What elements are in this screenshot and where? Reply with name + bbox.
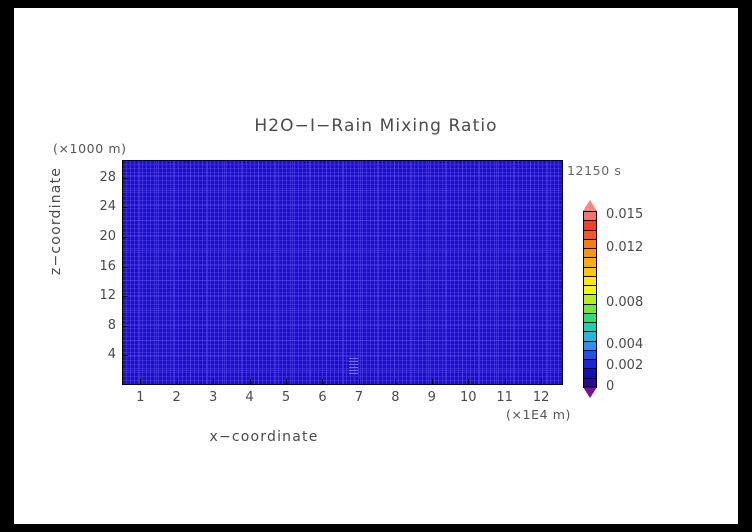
x-axis-tick [140, 379, 142, 385]
x-axis-tick [213, 379, 215, 385]
x-tick-label: 8 [391, 390, 400, 405]
x-tick-label: 9 [427, 390, 436, 405]
x-tick-label: 2 [172, 390, 181, 405]
colorbar-segment [583, 229, 597, 240]
y-tick-label: 12 [99, 288, 116, 304]
x-axis-tick [468, 379, 470, 385]
colorbar-segment [583, 266, 597, 277]
heatmap-plot-area[interactable] [122, 160, 563, 385]
colorbar-segment [583, 211, 597, 221]
colorbar-segment [583, 331, 597, 342]
y-tick-label: 16 [99, 258, 116, 274]
colorbar-tick-label: 0.004 [606, 337, 644, 352]
colorbar-segment [583, 294, 597, 305]
colorbar-tick-label: 0.002 [606, 358, 644, 373]
x-tick-label: 6 [318, 390, 327, 405]
colorbar-segment [583, 377, 597, 388]
colorbar-divider [583, 211, 597, 212]
y-axis-tick [122, 325, 128, 327]
x-axis-tick [358, 379, 360, 385]
y-axis-tick [122, 266, 128, 268]
timestamp-label: 12150 s [567, 163, 622, 178]
x-tick-label: 5 [281, 390, 291, 405]
x-axis-tick [395, 379, 397, 385]
colorbar-divider [583, 220, 597, 222]
x-tick-label: 4 [245, 390, 254, 405]
x-axis-tick [322, 379, 324, 385]
x-tick-label: 10 [459, 390, 477, 405]
colorbar-segment [583, 285, 597, 295]
colorbar-divider [583, 368, 597, 370]
x-tick-label: 1 [136, 390, 145, 405]
colorbar-tick-label: 0 [606, 379, 615, 394]
y-axis-title: z−coordinate [48, 166, 64, 276]
x-axis-tick [286, 379, 287, 385]
colorbar-divider [583, 266, 597, 268]
y-tick-label: 28 [99, 169, 116, 185]
x-axis-tick [249, 379, 251, 385]
colorbar-segment [583, 312, 597, 323]
colorbar-tick-label: 0.012 [606, 240, 644, 255]
colorbar-divider [583, 359, 597, 361]
colorbar-divider [583, 275, 597, 277]
colorbar-tick-label: 0.008 [606, 295, 644, 310]
colorbar-segment [583, 349, 597, 360]
faint-speckle-feature [349, 358, 359, 374]
y-axis-tick [122, 207, 128, 209]
x-tick-label: 11 [496, 390, 513, 405]
colorbar-segment [583, 220, 597, 231]
colorbar[interactable] [583, 200, 597, 398]
x-tick-label: 7 [354, 390, 364, 405]
colorbar-overflow-arrow-icon [583, 200, 597, 211]
colorbar-divider [583, 303, 597, 305]
y-axis-tick [122, 355, 128, 357]
y-tick-label: 20 [99, 228, 116, 244]
colorbar-divider [583, 312, 597, 314]
figure-canvas: H2O−I−Rain Mixing Ratio (×1000 m) 12150 … [14, 8, 738, 524]
x-axis-unit-label: (×1E4 m) [506, 407, 571, 422]
colorbar-divider [583, 331, 597, 333]
colorbar-segment [583, 322, 597, 333]
colorbar-divider [583, 340, 597, 342]
x-tick-label: 3 [208, 390, 218, 405]
grid-mesh [122, 160, 563, 385]
colorbar-segment [583, 275, 597, 286]
colorbar-divider [583, 386, 597, 387]
y-axis-tick [122, 236, 128, 238]
y-tick-label: 4 [107, 347, 116, 363]
y-tick-label: 24 [99, 199, 116, 215]
colorbar-segment [583, 359, 597, 370]
colorbar-divider [583, 322, 597, 324]
colorbar-divider [583, 238, 597, 240]
y-axis-unit-label: (×1000 m) [53, 141, 127, 156]
colorbar-divider [583, 294, 597, 296]
y-axis-tick [122, 296, 128, 298]
colorbar-divider [583, 257, 597, 259]
colorbar-segment [583, 238, 597, 249]
colorbar-divider [583, 248, 597, 250]
colorbar-segment [583, 257, 597, 268]
colorbar-segment [583, 340, 597, 351]
colorbar-divider [583, 377, 597, 379]
y-tick-label: 8 [107, 317, 116, 333]
colorbar-segment [583, 303, 597, 314]
x-tick-label: 12 [532, 390, 550, 405]
colorbar-divider [583, 285, 597, 287]
colorbar-tick-label: 0.015 [606, 207, 644, 222]
colorbar-divider [583, 229, 597, 231]
x-axis-tick [541, 379, 543, 385]
colorbar-divider [583, 349, 597, 351]
colorbar-segment [583, 368, 597, 379]
page-title: H2O−I−Rain Mixing Ratio [254, 116, 498, 136]
x-axis-tick [176, 379, 178, 385]
x-axis-tick [504, 379, 506, 385]
y-axis-tick [122, 177, 128, 179]
x-axis-title: x−coordinate [209, 429, 319, 445]
x-axis-tick [431, 379, 433, 385]
colorbar-underflow-arrow-icon [583, 387, 597, 398]
colorbar-segment [583, 248, 597, 258]
